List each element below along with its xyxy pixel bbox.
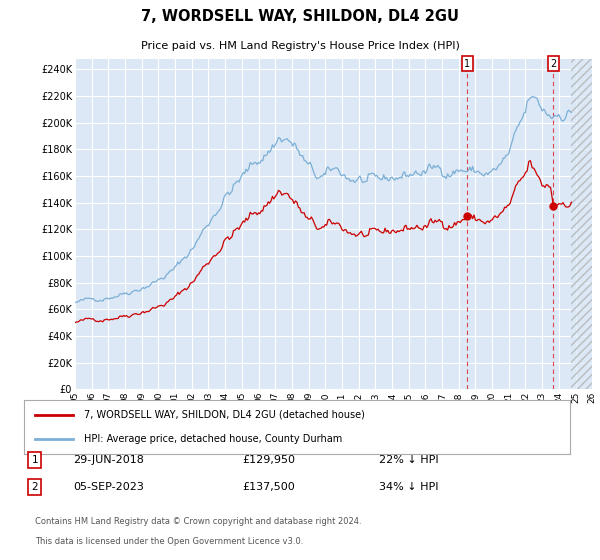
Text: 1: 1 — [32, 455, 38, 465]
Text: Price paid vs. HM Land Registry's House Price Index (HPI): Price paid vs. HM Land Registry's House … — [140, 41, 460, 51]
Text: 34% ↓ HPI: 34% ↓ HPI — [379, 482, 439, 492]
Text: 05-SEP-2023: 05-SEP-2023 — [73, 482, 144, 492]
Bar — [571, 59, 592, 389]
Text: 2: 2 — [550, 59, 556, 69]
Text: HPI: Average price, detached house, County Durham: HPI: Average price, detached house, Coun… — [84, 434, 343, 444]
Text: 7, WORDSELL WAY, SHILDON, DL4 2GU: 7, WORDSELL WAY, SHILDON, DL4 2GU — [141, 9, 459, 24]
Text: £137,500: £137,500 — [242, 482, 295, 492]
Text: 7, WORDSELL WAY, SHILDON, DL4 2GU (detached house): 7, WORDSELL WAY, SHILDON, DL4 2GU (detac… — [84, 410, 365, 420]
Text: £129,950: £129,950 — [242, 455, 295, 465]
Text: 22% ↓ HPI: 22% ↓ HPI — [379, 455, 439, 465]
Text: 2: 2 — [32, 482, 38, 492]
Text: This data is licensed under the Open Government Licence v3.0.: This data is licensed under the Open Gov… — [35, 537, 303, 547]
Text: 1: 1 — [464, 59, 470, 69]
Text: 29-JUN-2018: 29-JUN-2018 — [73, 455, 144, 465]
Text: Contains HM Land Registry data © Crown copyright and database right 2024.: Contains HM Land Registry data © Crown c… — [35, 517, 362, 526]
